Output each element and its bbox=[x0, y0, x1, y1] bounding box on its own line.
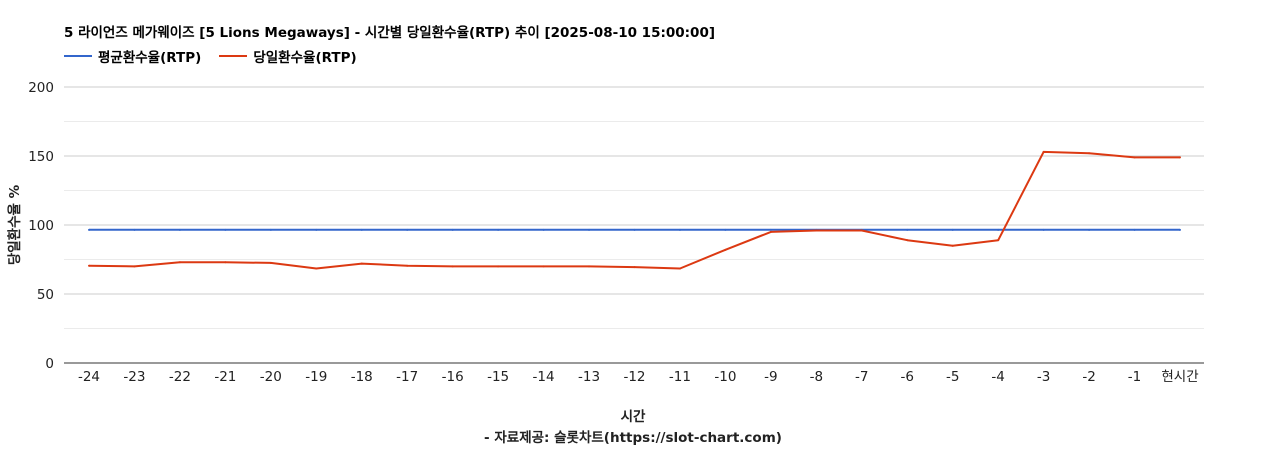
data-point-daily[interactable] bbox=[88, 264, 90, 267]
data-point-daily[interactable] bbox=[542, 265, 545, 268]
chart-title: 5 라이언즈 메가웨이즈 [5 Lions Megaways] - 시간별 당일… bbox=[64, 25, 716, 41]
y-tick-label: 0 bbox=[45, 356, 54, 372]
x-axis-title: 시간 bbox=[621, 408, 646, 425]
x-tick-label: -4 bbox=[991, 369, 1004, 385]
x-tick-label: -2 bbox=[1082, 369, 1095, 385]
chart-legend: 평균환수율(RTP) 당일환수율(RTP) bbox=[64, 46, 375, 66]
y-tick-labels: 0 50 100 150 200 bbox=[28, 80, 54, 372]
data-point-avg[interactable] bbox=[451, 228, 454, 231]
data-point-avg[interactable] bbox=[406, 228, 409, 231]
legend-swatch-avg bbox=[64, 55, 92, 57]
x-tick-label: -17 bbox=[396, 369, 418, 385]
y-tick-label: 150 bbox=[28, 149, 54, 165]
legend-swatch-daily bbox=[219, 55, 248, 57]
x-tick-label: -18 bbox=[351, 369, 373, 385]
data-point-avg[interactable] bbox=[951, 228, 954, 231]
y-tick-label: 200 bbox=[28, 80, 54, 96]
x-tick-label: -15 bbox=[487, 369, 509, 385]
legend-label-daily: 당일환수율(RTP) bbox=[253, 50, 357, 66]
data-point-avg[interactable] bbox=[769, 228, 772, 231]
source-caption: - 자료제공: 슬롯차트(https://slot-chart.com) bbox=[484, 430, 782, 446]
data-point-avg[interactable] bbox=[269, 228, 272, 231]
data-point-daily[interactable] bbox=[224, 261, 227, 264]
x-tick-label: -12 bbox=[623, 369, 645, 385]
x-tick-label: -24 bbox=[78, 369, 100, 385]
legend-item-daily[interactable]: 당일환수율(RTP) bbox=[219, 46, 357, 66]
x-tick-label: -5 bbox=[946, 369, 959, 385]
data-point-daily[interactable] bbox=[633, 266, 636, 269]
data-point-daily[interactable] bbox=[269, 261, 272, 264]
data-point-daily[interactable] bbox=[497, 265, 500, 268]
legend-label-avg: 평균환수율(RTP) bbox=[98, 50, 202, 66]
data-point-avg[interactable] bbox=[633, 228, 636, 231]
data-point-avg[interactable] bbox=[497, 228, 500, 231]
series-lines bbox=[88, 150, 1181, 270]
data-point-avg[interactable] bbox=[224, 228, 227, 231]
data-point-daily[interactable] bbox=[451, 265, 454, 268]
x-tick-labels: -24 -23 -22 -21 -20 -19 -18 -17 -16 -15 -14 -13 -12 -… bbox=[78, 369, 1199, 385]
legend-item-avg[interactable]: 평균환수율(RTP) bbox=[64, 46, 201, 66]
data-point-avg[interactable] bbox=[906, 228, 909, 231]
x-tick-label: -1 bbox=[1128, 369, 1141, 385]
data-point-avg[interactable] bbox=[1042, 228, 1045, 231]
data-point-daily[interactable] bbox=[133, 265, 136, 268]
data-point-daily[interactable] bbox=[1179, 156, 1181, 159]
x-tick-label: -19 bbox=[305, 369, 327, 385]
data-point-daily[interactable] bbox=[678, 267, 681, 270]
data-point-avg[interactable] bbox=[1179, 228, 1181, 231]
data-point-daily[interactable] bbox=[769, 230, 772, 233]
data-point-daily[interactable] bbox=[1133, 156, 1136, 159]
data-point-daily[interactable] bbox=[860, 229, 863, 232]
x-tick-label: -6 bbox=[901, 369, 914, 385]
x-tick-label: -22 bbox=[169, 369, 191, 385]
x-tick-label: -21 bbox=[214, 369, 236, 385]
x-tick-label: 현시간 bbox=[1161, 369, 1198, 385]
data-point-daily[interactable] bbox=[588, 265, 591, 268]
data-point-daily[interactable] bbox=[997, 239, 1000, 242]
data-point-avg[interactable] bbox=[315, 228, 318, 231]
x-tick-label: -10 bbox=[714, 369, 736, 385]
data-point-daily[interactable] bbox=[906, 239, 909, 242]
x-tick-label: -13 bbox=[578, 369, 600, 385]
data-point-avg[interactable] bbox=[997, 228, 1000, 231]
y-tick-label: 100 bbox=[28, 218, 54, 234]
data-point-daily[interactable] bbox=[315, 267, 318, 270]
x-tick-label: -16 bbox=[442, 369, 464, 385]
data-point-avg[interactable] bbox=[88, 228, 90, 231]
data-point-avg[interactable] bbox=[178, 228, 181, 231]
x-tick-label: -3 bbox=[1037, 369, 1050, 385]
y-axis-title: 당일환수율 % bbox=[6, 184, 23, 265]
x-tick-label: -23 bbox=[123, 369, 145, 385]
x-tick-label: -14 bbox=[533, 369, 555, 385]
data-point-avg[interactable] bbox=[542, 228, 545, 231]
series-line-daily-rtp[interactable] bbox=[88, 150, 1180, 270]
x-tick-label: -9 bbox=[764, 369, 777, 385]
data-point-daily[interactable] bbox=[178, 261, 181, 264]
data-point-avg[interactable] bbox=[724, 228, 727, 231]
data-point-daily[interactable] bbox=[724, 248, 727, 251]
data-point-daily[interactable] bbox=[1042, 150, 1045, 153]
data-point-avg[interactable] bbox=[588, 228, 591, 231]
x-tick-label: -20 bbox=[260, 369, 282, 385]
grid-lines bbox=[64, 86, 1204, 329]
data-point-avg[interactable] bbox=[1133, 228, 1136, 231]
x-tick-label: -11 bbox=[669, 369, 691, 385]
y-tick-label: 50 bbox=[37, 287, 54, 303]
data-point-daily[interactable] bbox=[951, 244, 954, 247]
data-point-daily[interactable] bbox=[406, 264, 409, 267]
data-point-daily[interactable] bbox=[815, 229, 818, 232]
data-point-avg[interactable] bbox=[678, 228, 681, 231]
data-point-avg[interactable] bbox=[360, 228, 363, 231]
x-tick-label: -7 bbox=[855, 369, 868, 385]
x-tick-label: -8 bbox=[810, 369, 823, 385]
data-point-avg[interactable] bbox=[133, 228, 136, 231]
data-point-avg[interactable] bbox=[1088, 228, 1091, 231]
data-point-daily[interactable] bbox=[360, 262, 363, 265]
data-point-daily[interactable] bbox=[1088, 152, 1091, 155]
